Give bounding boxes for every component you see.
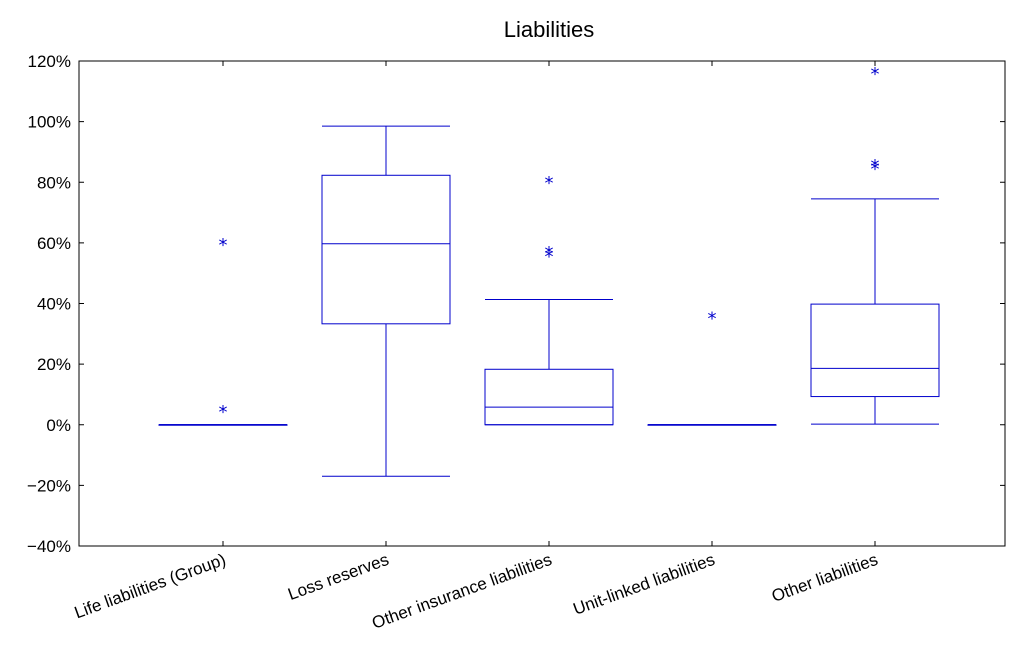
y-tick-label: 100% <box>28 113 71 132</box>
y-tick-label: −40% <box>27 537 71 556</box>
chart-title: Liabilities <box>504 17 595 42</box>
x-tick-label: Unit-linked liabilities <box>571 550 718 619</box>
outlier-point: * <box>545 173 554 194</box>
axis-frame <box>78 60 1006 547</box>
box <box>321 174 451 325</box>
y-tick-label: 40% <box>37 295 71 314</box>
plot-area: −40% −20% 0% 20% 40% 60% 80% 100% 120% Life liabi… <box>27 52 1006 633</box>
outlier-point: * <box>871 156 880 177</box>
outlier-point: * <box>871 159 880 180</box>
outlier-point: * <box>545 243 554 264</box>
y-tick-label: 60% <box>37 234 71 253</box>
box <box>484 368 614 426</box>
x-tick-label: Other insurance liabilities <box>369 550 554 633</box>
y-tick-label: 80% <box>37 173 71 192</box>
y-tick-label: 120% <box>28 52 71 71</box>
outlier-point: * <box>545 247 554 268</box>
outlier-point: * <box>219 402 228 423</box>
y-tick-label: −20% <box>27 476 71 495</box>
outlier-point: * <box>871 64 880 85</box>
x-tick-label: Loss reserves <box>285 550 391 604</box>
outlier-point: * <box>219 235 228 256</box>
outlier-point: * <box>708 309 717 330</box>
y-tick-label: 20% <box>37 355 71 374</box>
box <box>810 303 940 398</box>
x-tick-label: Life liabilities (Group) <box>72 550 229 622</box>
x-tick-label: Other liabilities <box>769 550 880 606</box>
y-tick-label: 0% <box>46 416 71 435</box>
